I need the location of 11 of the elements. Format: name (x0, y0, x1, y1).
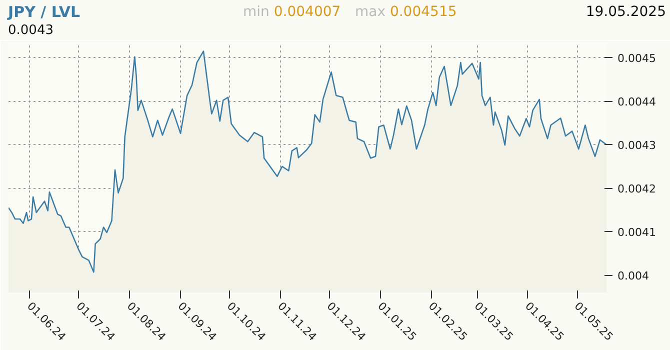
y-tick-label: 0.004 (618, 270, 649, 283)
chart-subtitle: 19.05.2025 (586, 3, 666, 22)
y-tick-label: 0.0044 (618, 96, 656, 109)
text: min 0.004007 (243, 4, 341, 20)
text: 0.0043 (8, 22, 54, 40)
y-tick-label: 0.0041 (618, 226, 656, 240)
chart-title: JPY / LVL (8, 2, 80, 23)
text: max 0.004515 (355, 4, 457, 20)
y-tick-label: 0.0043 (618, 139, 656, 152)
y-tick-label: 0.0042 (618, 182, 656, 196)
y-tick-label: 0.0045 (618, 52, 656, 66)
